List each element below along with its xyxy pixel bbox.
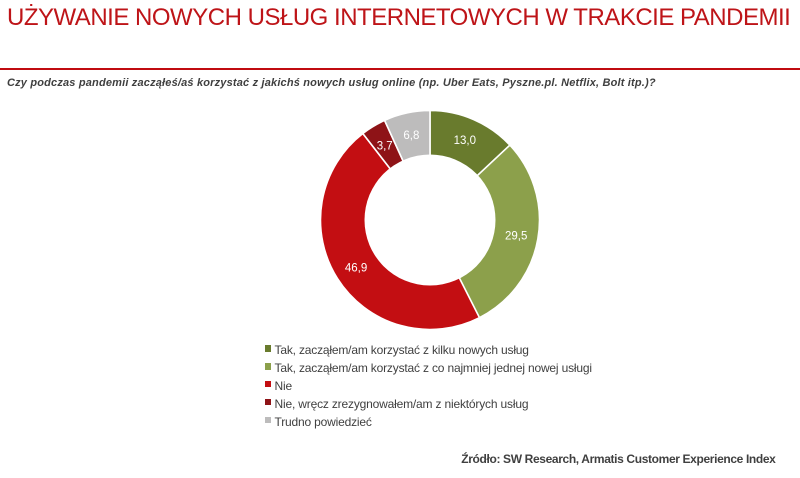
svg-text:6,8: 6,8 <box>403 130 419 142</box>
svg-text:13,0: 13,0 <box>454 135 476 147</box>
svg-text:29,5: 29,5 <box>505 231 527 243</box>
svg-text:46,9: 46,9 <box>345 262 367 274</box>
svg-text:3,7: 3,7 <box>377 141 393 153</box>
